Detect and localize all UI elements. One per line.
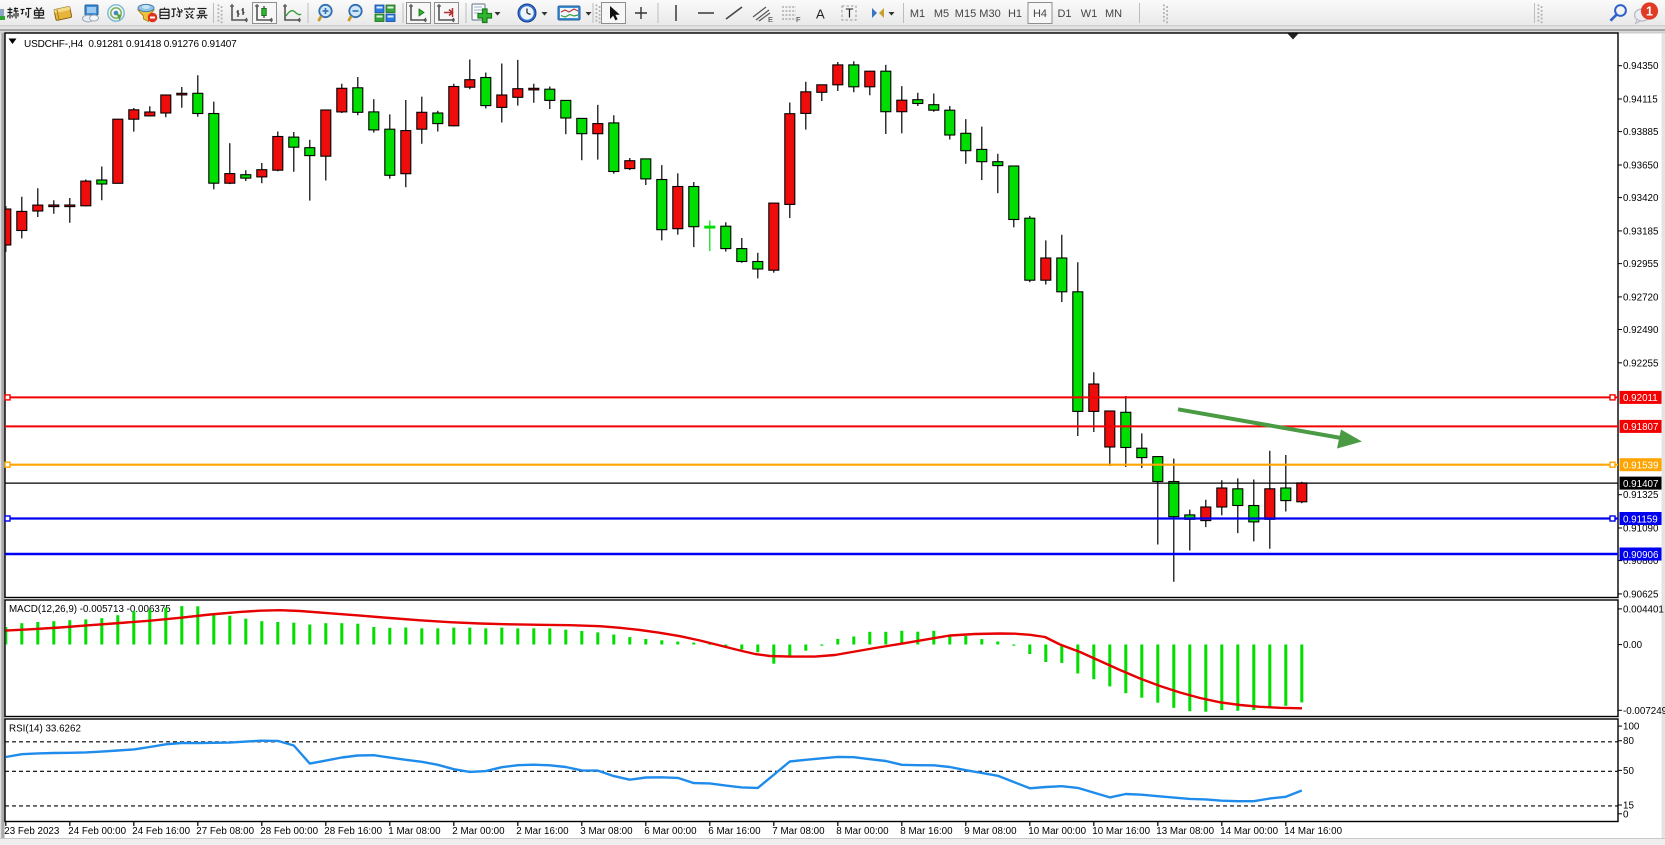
svg-text:8 Mar 16:00: 8 Mar 16:00 (900, 826, 953, 837)
svg-text:2 Mar 00:00: 2 Mar 00:00 (452, 826, 505, 837)
svg-text:MN: MN (1105, 8, 1122, 20)
svg-text:E: E (768, 15, 773, 24)
svg-text:H1: H1 (1008, 8, 1022, 20)
svg-text:0.91090: 0.91090 (1623, 524, 1659, 535)
svg-text:0.94115: 0.94115 (1623, 95, 1658, 106)
svg-text:M1: M1 (910, 8, 925, 20)
svg-text:14 Mar 16:00: 14 Mar 16:00 (1284, 826, 1342, 837)
svg-text:2 Mar 16:00: 2 Mar 16:00 (516, 826, 569, 837)
svg-text:0.90625: 0.90625 (1623, 589, 1659, 600)
svg-text:0.92720: 0.92720 (1623, 292, 1659, 303)
svg-text:0.91407: 0.91407 (1623, 479, 1658, 490)
svg-text:A: A (816, 7, 825, 22)
svg-text:0.92255: 0.92255 (1623, 358, 1659, 369)
svg-text:27 Feb 08:00: 27 Feb 08:00 (196, 826, 254, 837)
svg-text:0.00: 0.00 (1623, 640, 1643, 651)
svg-text:24 Feb 00:00: 24 Feb 00:00 (68, 826, 126, 837)
svg-text:14 Mar 00:00: 14 Mar 00:00 (1220, 826, 1278, 837)
svg-text:7 Mar 08:00: 7 Mar 08:00 (772, 826, 825, 837)
svg-text:0.90860: 0.90860 (1623, 556, 1659, 567)
svg-text:0.93420: 0.93420 (1623, 193, 1659, 204)
svg-text:8 Mar 00:00: 8 Mar 00:00 (836, 826, 889, 837)
svg-text:MACD(12,26,9) -0.005713 -0.006: MACD(12,26,9) -0.005713 -0.006375 (9, 604, 171, 615)
svg-text:H4: H4 (1033, 8, 1047, 20)
svg-text:0.92011: 0.92011 (1623, 393, 1658, 404)
svg-text:3 Mar 08:00: 3 Mar 08:00 (580, 826, 633, 837)
svg-text:1: 1 (1646, 4, 1653, 18)
svg-text:F: F (796, 15, 801, 24)
svg-text:-0.007249: -0.007249 (1623, 706, 1665, 717)
svg-text:80: 80 (1623, 736, 1634, 747)
svg-text:T: T (846, 6, 854, 21)
svg-text:RSI(14) 33.6262: RSI(14) 33.6262 (9, 724, 81, 735)
svg-text:M15: M15 (955, 8, 976, 20)
svg-text:13 Mar 08:00: 13 Mar 08:00 (1156, 826, 1214, 837)
svg-text:0.91807: 0.91807 (1623, 422, 1658, 433)
svg-text:0.93885: 0.93885 (1623, 127, 1659, 138)
svg-text:0.91539: 0.91539 (1623, 461, 1658, 472)
svg-text:0.92955: 0.92955 (1623, 259, 1659, 270)
svg-text:28 Feb 00:00: 28 Feb 00:00 (260, 826, 318, 837)
svg-text:USDCHF-,H4 0.91281 0.91418 0.: USDCHF-,H4 0.91281 0.91418 0.91276 0.914… (24, 39, 237, 50)
svg-text:6 Mar 16:00: 6 Mar 16:00 (708, 826, 761, 837)
svg-text:23 Feb 2023: 23 Feb 2023 (4, 826, 60, 837)
svg-text:28 Feb 16:00: 28 Feb 16:00 (324, 826, 382, 837)
svg-text:10 Mar 00:00: 10 Mar 00:00 (1028, 826, 1086, 837)
svg-text:0: 0 (1623, 809, 1629, 820)
svg-text:0.91159: 0.91159 (1623, 514, 1658, 525)
svg-text:0.91325: 0.91325 (1623, 490, 1659, 501)
svg-text:0.92490: 0.92490 (1623, 325, 1659, 336)
svg-text:D1: D1 (1057, 8, 1071, 20)
svg-text:0.004401: 0.004401 (1623, 604, 1664, 615)
svg-text:10 Mar 16:00: 10 Mar 16:00 (1092, 826, 1150, 837)
svg-text:15: 15 (1623, 801, 1634, 812)
svg-text:100: 100 (1623, 722, 1640, 733)
svg-text:W1: W1 (1081, 8, 1098, 20)
svg-text:24 Feb 16:00: 24 Feb 16:00 (132, 826, 190, 837)
svg-text:0.90906: 0.90906 (1623, 550, 1659, 561)
svg-text:M30: M30 (979, 8, 1000, 20)
svg-text:M5: M5 (934, 8, 949, 20)
svg-text:1 Mar 08:00: 1 Mar 08:00 (388, 826, 441, 837)
svg-text:0.93185: 0.93185 (1623, 226, 1659, 237)
svg-text:0.94350: 0.94350 (1623, 61, 1659, 72)
svg-text:6 Mar 00:00: 6 Mar 00:00 (644, 826, 697, 837)
svg-text:0.93650: 0.93650 (1623, 161, 1659, 172)
svg-text:9 Mar 08:00: 9 Mar 08:00 (964, 826, 1017, 837)
svg-text:50: 50 (1623, 766, 1634, 777)
